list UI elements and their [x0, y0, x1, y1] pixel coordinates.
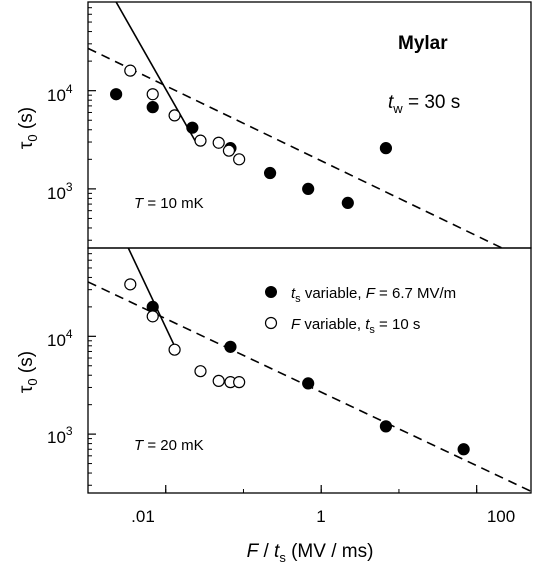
temp-value-bottom: = 20 mK — [143, 437, 203, 454]
ylabel-bottom: τ0 (s) — [16, 351, 40, 393]
tw-subscript: w — [392, 101, 403, 116]
xlabel-F: F — [247, 541, 260, 562]
open-point-top — [168, 109, 181, 122]
tw-symbol: t — [388, 92, 394, 113]
legend2-rest: variable, — [300, 316, 365, 333]
xtick-1: 1 — [316, 507, 325, 526]
dashed-fit-line-top — [88, 47, 504, 248]
legend2-eq: = 10 s — [375, 316, 420, 333]
legend-label-filled: ts variable, F = 6.7 MV/m — [291, 285, 456, 305]
filled-point-bottom — [224, 340, 237, 353]
open-point-top — [233, 153, 246, 166]
legend1-F: F — [366, 285, 376, 302]
open-point-bottom — [124, 278, 137, 291]
legend1-t: t — [291, 285, 296, 302]
filled-point-bottom — [379, 420, 393, 433]
filled-point-top — [186, 121, 199, 134]
open-point-top — [212, 136, 225, 149]
open-point-bottom — [212, 374, 225, 388]
temp-symbol-bottom: T — [134, 437, 145, 454]
xlabel-slash: / — [258, 541, 274, 562]
solid-fit-line-top — [115, 2, 198, 144]
legend-label-open: F variable, ts = 10 s — [291, 316, 420, 336]
ytick-top-1e3: 103 — [47, 180, 73, 203]
ylabel-bottom-unit: (s) — [16, 351, 37, 378]
ytick-top-1e3-exp: 3 — [66, 180, 73, 194]
xlabel-t: t — [274, 541, 280, 562]
legend-marker-filled — [265, 286, 277, 298]
open-point-bottom — [233, 376, 246, 389]
open-point-top — [124, 64, 137, 77]
filled-point-top — [146, 101, 159, 114]
filled-point-top — [302, 182, 315, 195]
legend1-eq: = 6.7 MV/m — [375, 285, 456, 302]
xlabel: F / ts (MV / ms) — [247, 541, 374, 565]
sample-title: Mylar — [398, 33, 448, 54]
ylabel-top-tau: τ — [16, 141, 37, 149]
open-point-bottom — [168, 343, 181, 356]
ytick-top-1e4: 104 — [47, 82, 73, 105]
filled-point-top — [110, 88, 123, 101]
ytick-bottom-1e3-exp: 3 — [66, 424, 73, 438]
ylabel-bottom-sub: 0 — [25, 378, 40, 385]
ylabel-top: τ0 (s) — [16, 107, 40, 149]
legend2-F: F — [291, 316, 301, 333]
solid-fit-line-bottom — [127, 248, 178, 352]
ylabel-bottom-tau: τ — [16, 385, 37, 393]
ytick-top-1e4-base: 10 — [47, 86, 66, 105]
xlabel-unit: (MV / ms) — [286, 541, 374, 562]
xtick-100: 100 — [487, 507, 515, 526]
legend: ts variable, F = 6.7 MV/m F variable, ts… — [264, 285, 456, 336]
open-point-top — [146, 88, 159, 101]
temp-value-top: = 10 mK — [143, 195, 203, 212]
filled-point-top — [379, 142, 393, 155]
open-point-top — [222, 144, 236, 157]
bottom-panel-plot — [88, 248, 531, 493]
temperature-annotation-bottom: T = 20 mK — [134, 437, 204, 454]
filled-point-top — [263, 166, 277, 180]
xtick-001: .01 — [131, 507, 155, 526]
filled-point-bottom — [457, 443, 470, 456]
ytick-bottom-1e4-base: 10 — [47, 331, 66, 350]
ytick-top-1e4-exp: 4 — [66, 82, 73, 96]
top-panel-plot — [88, 2, 504, 248]
ylabel-top-unit: (s) — [16, 107, 37, 134]
legend2-t: t — [365, 316, 370, 333]
open-point-bottom — [146, 310, 159, 323]
open-point-top — [194, 134, 207, 147]
ytick-bottom-1e3: 103 — [47, 424, 73, 447]
ylabel-top-sub: 0 — [25, 134, 40, 141]
filled-point-bottom — [302, 377, 315, 390]
open-point-bottom — [194, 365, 207, 378]
ytick-bottom-1e3-base: 10 — [47, 428, 66, 447]
legend1-rest: variable, — [301, 285, 366, 302]
xlabel-sub: s — [279, 550, 286, 565]
ytick-bottom-1e4: 104 — [47, 327, 73, 350]
bottom-panel-frame — [87, 247, 532, 494]
temperature-annotation-top: T = 10 mK — [134, 195, 204, 212]
filled-point-top — [341, 196, 354, 209]
legend1-sub: s — [295, 293, 301, 305]
ytick-bottom-1e4-exp: 4 — [66, 327, 73, 341]
ytick-top-1e3-base: 10 — [47, 184, 66, 203]
legend2-sub: s — [369, 324, 375, 336]
legend-marker-open — [264, 316, 278, 330]
temp-symbol-top: T — [134, 195, 145, 212]
wait-time-annotation: tw = 30 s — [388, 92, 460, 116]
tw-value: = 30 s — [403, 92, 461, 113]
